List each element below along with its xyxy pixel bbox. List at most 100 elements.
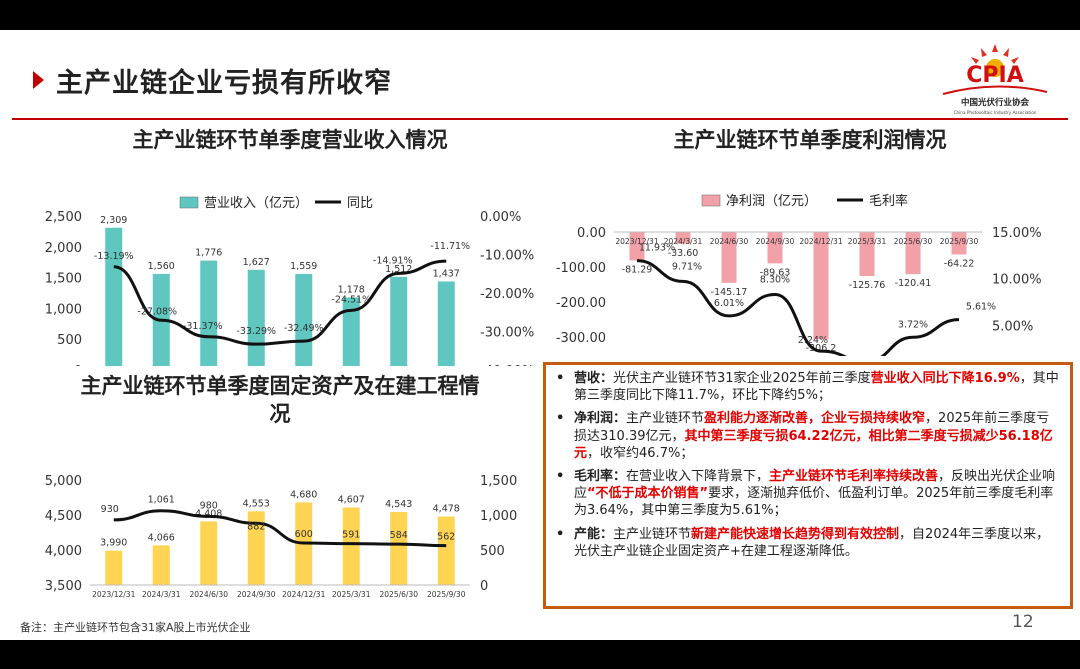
revenue-line-label: -13.19% [94,251,134,262]
revenue-bar [342,297,360,366]
profit-bar [813,232,829,340]
summary-highlight: 其中第三季度亏损64.22亿元，相比第二季度亏损减少56.18亿元 [574,428,1053,461]
asset-bar [437,516,455,585]
asset-bar [342,507,360,585]
summary-text: 主产业链环节 [613,526,692,542]
footnote: 备注：主产业链环节包含31家A股上市光伏企业 [20,621,251,634]
revenue-y2-tick: -40.00% [480,364,534,366]
revenue-legend-bar-label: 营业收入（亿元） [204,196,308,211]
profit-bar [767,232,783,264]
bullet-dot-icon: • [556,371,565,386]
profit-x-tick: 2025/6/30 [894,237,933,246]
profit-x-tick: 2025/3/31 [848,237,887,246]
logo-en-name: China Photovoltaic Industry Association [954,110,1037,115]
revenue-y2-tick: -20.00% [480,287,534,302]
profit-bar-label: -145.17 [711,287,748,298]
revenue-bar [105,227,123,366]
revenue-y-tick: 2,500 [45,210,82,225]
summary-bullet-text: 营收：光伏主产业链环节31家企业2025年前三季度营业收入同比下降16.9%，其… [574,370,1060,404]
profit-line-label: 9.71% [672,261,702,272]
summary-bullet: • 毛利率：在营业收入下降背景下，主产业链环节毛利率持续改善，反映出光伏企业响应“… [556,468,1060,520]
asset-y2-tick: 1,500 [480,474,517,489]
asset-bar-label: 4,553 [243,498,270,509]
asset-line-label: 591 [342,530,360,541]
profit-line [636,259,960,356]
asset-bar [247,511,265,585]
asset-bar-label: 3,990 [100,538,127,549]
summary-text: 主产业链环节 [626,411,705,427]
asset-y2-tick: 1,000 [480,509,517,524]
slide: 主产业链企业亏损有所收窄 CPIA 中国光伏行业协会 China Photovo… [0,30,1080,640]
revenue-y-tick: 1,500 [45,272,82,287]
profit-line-label: 8.30% [760,275,790,286]
profit-y2-tick: 15.00% [992,226,1042,241]
asset-y2-tick: 500 [480,544,505,559]
profit-bar-label: -306.2 [806,343,837,354]
profit-y-tick: -100.00 [556,261,606,276]
profit-bar-label: -125.76 [849,280,886,291]
profit-chart-title: 主产业链环节单季度利润情况 [673,128,947,152]
asset-bar [105,550,123,585]
profit-chart: 0.00-100.00-200.00-300.00-400.0015.00%10… [556,193,1042,356]
asset-x-tick: 2023/12/31 [92,590,135,599]
title-triangle-icon [33,71,44,89]
revenue-bar-label: 1,560 [148,261,175,272]
revenue-y-tick: 0 [74,364,82,366]
asset-line-label: 980 [200,500,218,511]
revenue-line-label: -24.51% [331,294,371,305]
page-number: 12 [1012,612,1034,632]
asset-y-tick: 4,500 [45,509,82,524]
profit-x-tick: 2024/12/31 [799,237,842,246]
revenue-line-label: -33.29% [236,326,276,337]
asset-x-tick: 2024/12/31 [282,590,325,599]
profit-bar-label: -33.60 [668,248,699,259]
summary-text: ，收窄约46.7%； [587,445,694,461]
asset-bar [200,521,218,585]
profit-line-label: 2.24% [798,335,828,346]
summary-text: 要求，逐渐抛弃低价、低盈利订单。2025年前三季度毛利率为3.64%，其中第三季… [574,486,1054,519]
slide-title: 主产业链企业亏损有所收窄 [56,67,392,99]
revenue-line-label: -31.37% [183,321,223,332]
summary-bullet-text: 净利润：主产业链环节盈利能力逐渐改善，企业亏损持续收窄，2025年前三季度亏损达… [574,410,1060,462]
summary-highlight: 新建产能快速增长趋势得到有效控制 [691,526,900,542]
profit-line-label: 5.61% [966,302,996,313]
asset-bar-label: 4,408 [195,508,222,519]
revenue-bar [437,281,455,366]
sun-rays-icon [971,44,1019,77]
summary-highlight: 营业收入同比下降16.9% [870,371,1020,386]
revenue-y-tick: 2,000 [45,241,82,256]
summary-bullet-heading: 产能： [574,526,614,542]
profit-x-tick: 2024/6/30 [710,237,749,246]
profit-line-label: 11.93% [639,243,675,254]
revenue-bar [247,269,265,366]
revenue-bar-label: 1,512 [385,264,412,275]
asset-bar-label: 4,680 [290,489,317,500]
summary-text: ，2025年前三季度亏损达310.39亿元， [574,411,1050,444]
revenue-y2-tick: -10.00% [480,249,534,264]
summary-bullet-heading: 净利润： [574,411,627,427]
profit-legend-bar-label: 净利润（亿元） [726,194,817,209]
revenue-line-label: -27.08% [137,306,177,317]
logo-wordmark: CPIA [966,63,1023,88]
asset-line-label: 930 [101,504,119,515]
revenue-y-tick: 1,000 [45,302,82,317]
summary-text: 光伏主产业链环节31家企业2025年前三季度 [613,371,871,386]
profit-bar-label: -120.41 [895,278,932,289]
profit-x-tick: 2023/12/31 [615,237,658,246]
revenue-line-label: -14.91% [373,255,413,266]
revenue-bar [200,260,218,366]
revenue-bar-label: 1,627 [243,257,270,268]
summary-highlight: 主产业链环节毛利率持续改善 [769,469,939,485]
profit-y-tick: 0.00 [577,226,606,241]
bullet-dot-icon: • [556,469,565,485]
summary-bullet-text: 毛利率：在营业收入下降背景下，主产业链环节毛利率持续改善，反映出光伏企业响应“不… [574,468,1060,520]
summary-text: 在营业收入下降背景下， [626,469,770,485]
summary-bullet: • 净利润：主产业链环节盈利能力逐渐改善，企业亏损持续收窄，2025年前三季度亏损… [556,410,1060,462]
summary-bullet-heading: 毛利率： [574,469,627,485]
asset-bar-label: 4,066 [148,532,175,543]
asset-line [113,509,447,548]
asset-bar-label: 4,607 [338,495,365,506]
profit-x-tick: 2024/3/31 [664,237,703,246]
asset-x-tick: 2024/9/30 [237,590,276,599]
asset-bar-label: 4,543 [385,499,412,510]
